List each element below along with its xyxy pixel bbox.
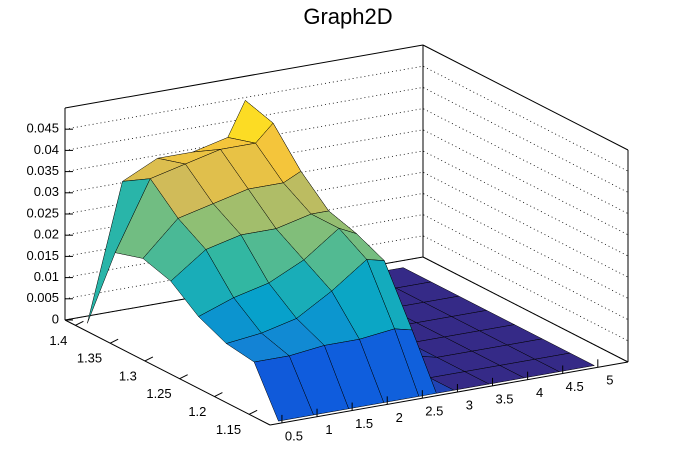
x-tick-label: 4.5 (566, 379, 584, 394)
z-tick-label: 0.005 (26, 290, 59, 305)
y-tick (248, 409, 258, 415)
z-tick-label: 0 (52, 311, 59, 326)
x-tick-label: 1.5 (355, 416, 373, 431)
box-edge (422, 256, 629, 363)
x-tick-label: 4 (536, 385, 543, 400)
x-tick-label: 1 (325, 422, 332, 437)
z-tick-label: 0.035 (26, 163, 59, 178)
z-tick-label: 0.02 (34, 227, 59, 242)
surface-cell (253, 355, 314, 422)
z-tick-label: 0.025 (26, 205, 59, 220)
x-tick-label: 2.5 (425, 404, 443, 419)
y-tick (144, 356, 154, 362)
chart-title: Graph2D (303, 4, 392, 29)
x-tick-label: 3.5 (495, 391, 513, 406)
x-tick-label: 2 (396, 410, 403, 425)
x-tick-label: 3 (466, 397, 473, 412)
y-tick (75, 320, 84, 326)
y-tick-label: 1.15 (216, 422, 241, 437)
z-tick-label: 0.04 (34, 142, 59, 157)
y-tick-label: 1.2 (188, 404, 206, 419)
y-axis (64, 319, 271, 426)
y-tick-label: 1.25 (146, 386, 171, 401)
z-tick-label: 0.01 (34, 269, 59, 284)
y-tick (214, 392, 223, 397)
z-tick-label: 0.015 (26, 248, 59, 263)
x-tick-label: 0.5 (285, 428, 303, 443)
y-tick (109, 338, 119, 344)
y-tick-label: 1.4 (49, 333, 67, 348)
x-axis (269, 361, 629, 426)
z-tick-label: 0.045 (26, 121, 59, 136)
box-edge (422, 44, 629, 151)
y-tick-label: 1.3 (119, 368, 137, 383)
z-tick-label: 0.03 (34, 184, 59, 199)
y-tick-label: 1.35 (77, 351, 102, 366)
x-tick-label: 5 (606, 373, 613, 388)
y-tick (179, 374, 188, 380)
box-edge (64, 44, 424, 109)
